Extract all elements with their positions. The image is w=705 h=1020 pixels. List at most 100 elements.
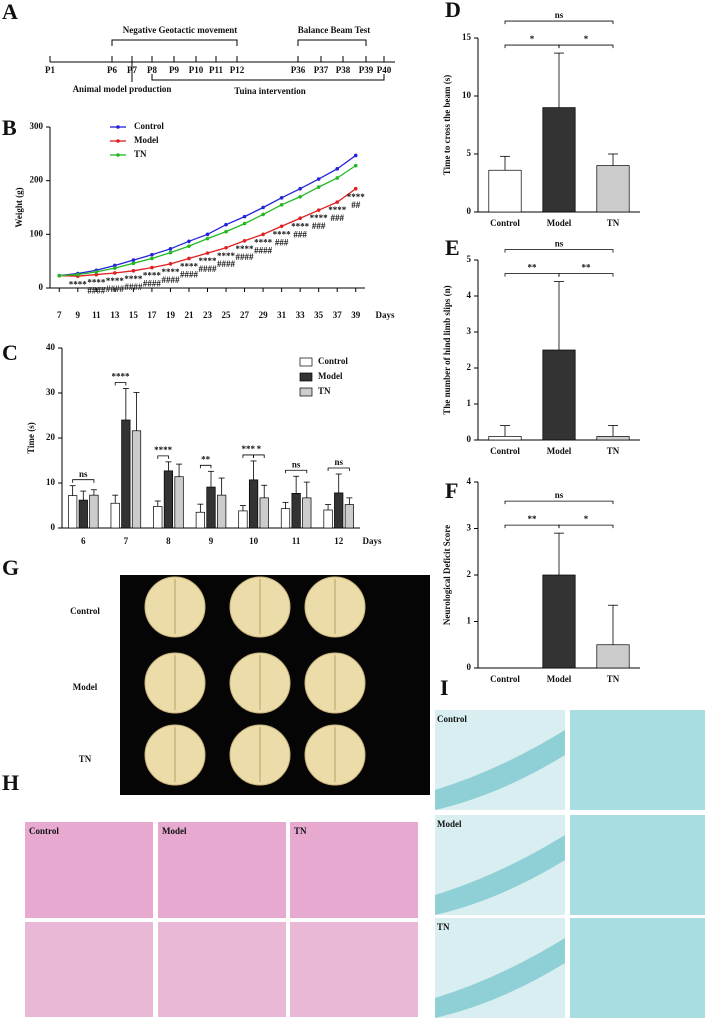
significance-label: **** [112,372,131,382]
bar [542,349,576,441]
significance-label: **** [328,205,347,215]
significance-label: **** [273,229,292,239]
point [224,245,228,250]
panel-label: C [2,340,18,365]
x-tick-label: 31 [277,310,287,320]
significance-bracket [504,249,614,253]
significance-bracket [558,524,614,529]
y-tick-label: 15 [462,32,472,42]
legend-swatch [299,372,313,382]
significance-label: * [530,34,535,44]
legend-label: Model [318,371,343,381]
legend-label: TN [318,386,331,396]
x-tick-label: 12 [334,536,344,546]
x-tick-label: 19 [166,310,176,320]
point [224,229,228,234]
significance-label: ### [275,237,289,247]
y-tick-label: 0 [467,662,472,672]
stain-region [435,938,565,1018]
x-tick-label: Control [490,674,520,684]
bar [78,499,88,529]
point [298,186,302,191]
y-tick-label: 0 [51,522,56,532]
tile-label: Control [437,714,467,724]
significance-label: #### [180,270,199,280]
bar [488,169,522,213]
legend-marker [116,139,120,143]
y-tick-label: 10 [46,477,56,487]
micrograph [158,922,286,1017]
panel-label: G [2,555,19,580]
timeline-label: P8 [147,65,157,75]
point [205,236,210,241]
y-tick-label: 0 [39,282,44,292]
x-tick-label: 27 [240,310,250,320]
point [150,252,154,257]
x-tick-label: 21 [184,310,194,320]
legend-label: Model [134,135,159,145]
significance-label: * [257,444,262,454]
x-tick-label: 29 [259,310,269,320]
significance-label: #### [106,284,125,294]
bar [121,419,131,529]
timeline-label: P37 [314,65,329,75]
significance-label: **** [347,192,366,202]
legend-label: TN [134,149,147,159]
panel-label: E [445,235,460,260]
significance-label: ### [312,221,326,231]
significance-label: ** [201,454,211,464]
point [242,214,247,219]
significance-bracket [114,382,127,386]
significance-bracket [157,455,169,459]
y-tick-label: 2 [467,362,472,372]
bar [195,511,205,529]
bar [89,494,99,529]
significance-label: ns [555,10,564,20]
significance-label: **** [236,244,255,254]
significance-bracket [285,469,308,474]
y-tick-label: 2 [467,569,472,579]
y-tick-label: 20 [46,432,56,442]
x-tick-label: 17 [147,310,157,320]
x-tick-label: 23 [203,310,213,320]
significance-label: ns [555,239,564,249]
x-tick-label: Model [547,218,572,228]
bar [344,504,354,529]
y-tick-label: 5 [467,148,472,158]
point [279,196,284,200]
significance-label: #### [161,275,180,285]
bracket [297,39,367,46]
y-tick-label: 4 [467,290,472,300]
significance-bracket [504,20,614,25]
bar [238,510,248,529]
significance-bracket [199,464,212,469]
timeline-label: P36 [291,65,306,75]
point [335,200,340,204]
panel-label: H [2,770,19,795]
bar [259,497,269,529]
y-tick-label: 0 [467,434,472,444]
timeline-annotation: Balance Beam Test [298,25,371,35]
y-tick-label: 40 [46,342,56,352]
point [205,232,210,237]
significance-label: *** [242,444,256,454]
point [279,203,284,207]
stain-region [435,730,565,810]
bar [542,107,576,213]
significance-bracket [242,454,254,458]
y-tick-label: 3 [467,523,472,533]
point [261,232,265,237]
point [113,271,117,275]
y-tick-label: 4 [467,476,472,486]
significance-label: **** [69,279,88,289]
significance-label: #### [254,245,273,255]
bar [291,493,301,529]
bar [131,430,142,529]
x-tick-label: 39 [351,310,361,320]
significance-label: #### [124,282,143,292]
timeline-annotation: Animal model production [73,84,172,94]
x-tick-label: 7 [124,536,129,546]
x-tick-label: Model [547,446,572,456]
y-tick-label: 100 [30,228,44,238]
significance-label: ns [79,469,88,479]
